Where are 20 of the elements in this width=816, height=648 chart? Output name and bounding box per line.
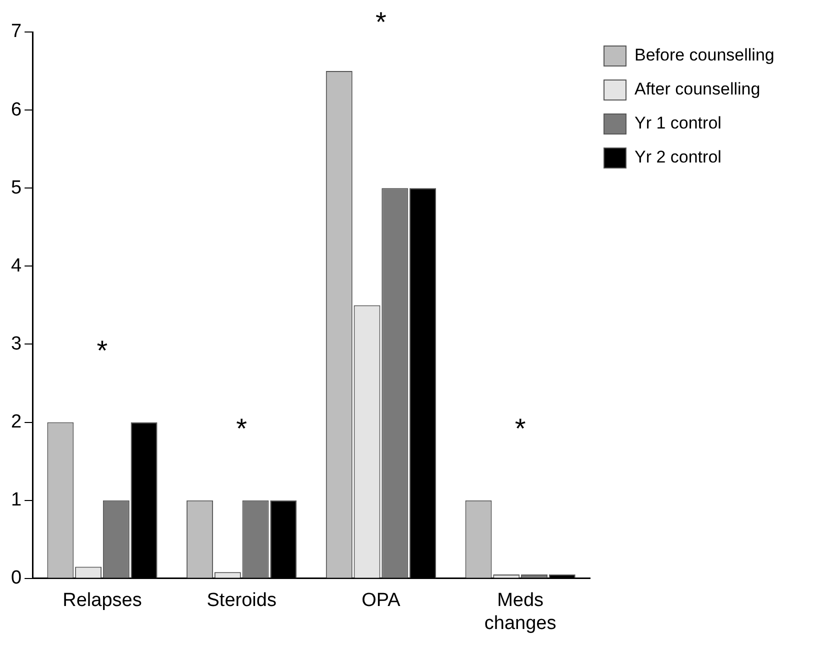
legend-label: Yr 1 control <box>634 114 722 133</box>
legend-label: Yr 2 control <box>634 148 722 167</box>
y-tick-label: 4 <box>10 255 22 276</box>
x-tick-label: Relapses <box>62 590 142 612</box>
legend-label: Before counselling <box>634 46 774 65</box>
x-tick-label: Meds changes <box>484 590 556 634</box>
y-tick-label: 3 <box>10 333 22 354</box>
y-tick-label: 6 <box>10 99 22 120</box>
y-tick-label: 2 <box>10 412 22 433</box>
x-tick-label: Steroids <box>206 590 276 612</box>
annotation: * <box>96 335 108 366</box>
annotation: * <box>376 6 387 38</box>
legend-label: After counselling <box>634 80 760 99</box>
x-tick-label: OPA <box>362 590 401 612</box>
y-tick-label: 5 <box>10 177 22 198</box>
y-tick-label: 1 <box>10 490 22 511</box>
y-tick-label: 7 <box>10 21 22 42</box>
y-tick-label: 0 <box>10 568 22 589</box>
annotation: * <box>236 413 248 444</box>
annotation: * <box>514 413 526 444</box>
